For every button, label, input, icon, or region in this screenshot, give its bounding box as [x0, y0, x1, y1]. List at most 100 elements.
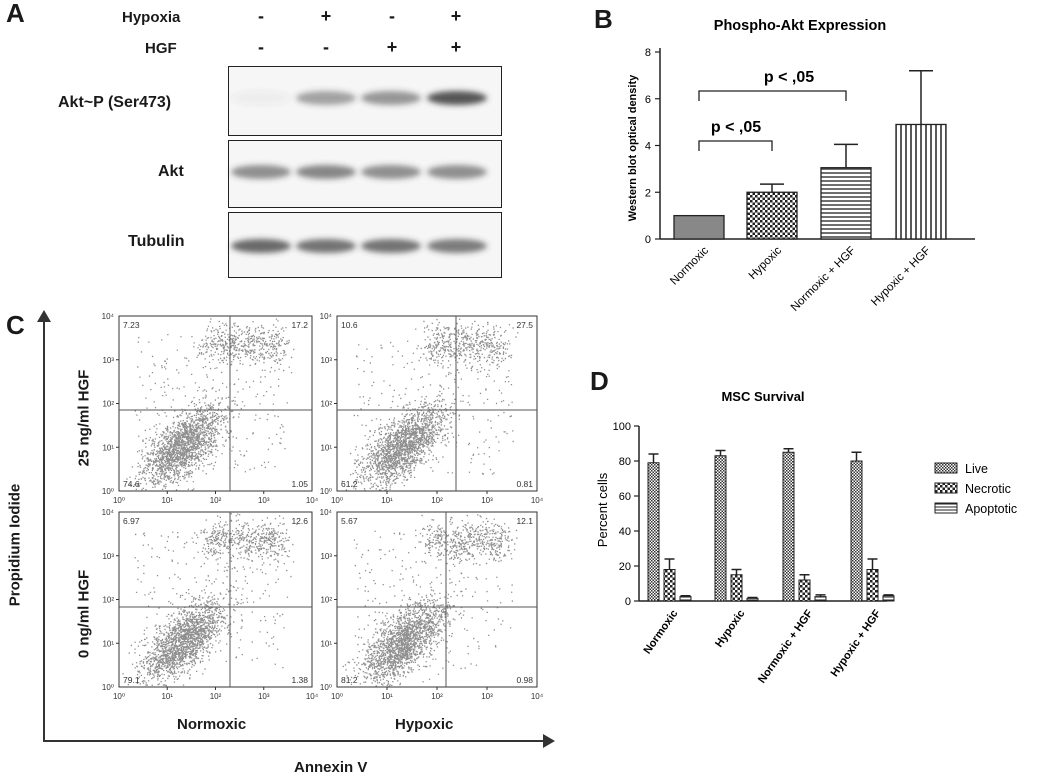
significance-label: p < ,05: [764, 69, 814, 86]
y-tick-label: 10⁴: [102, 508, 115, 517]
blot-bands: [231, 91, 487, 253]
band: [296, 239, 356, 253]
x-tick-label: Hypoxic + HGF: [869, 245, 933, 309]
y-tick-label: 10³: [320, 552, 332, 561]
blot-label-akt-p: Akt~P (Ser473): [58, 94, 172, 111]
y-tick-label: 10¹: [102, 639, 114, 648]
blot-label-akt: Akt: [158, 163, 184, 180]
quadrant-ul-value: 6.97: [123, 516, 140, 526]
hypoxia-sign: -: [258, 6, 264, 26]
legend-label: Apoptotic: [965, 502, 1017, 516]
bar: [714, 455, 727, 602]
chart-b-ylabel: Western blot optical density: [627, 74, 639, 221]
legend-label: Live: [965, 462, 988, 476]
hypoxia-sign: +: [320, 6, 332, 26]
y-tick-label: 10⁰: [102, 683, 114, 692]
bar: [814, 596, 827, 602]
hgf-sign: -: [258, 37, 264, 57]
y-tick-label: 10⁰: [320, 683, 332, 692]
x-tick-label: 10³: [481, 496, 493, 505]
x-tick-label: 10³: [258, 496, 270, 505]
x-tick-label: Normoxic: [642, 608, 681, 656]
y-arrow-line: [43, 316, 45, 741]
bar: [866, 569, 879, 602]
x-arrow-line: [43, 740, 543, 742]
significance-bracket: [698, 90, 847, 101]
band: [361, 165, 421, 179]
quadrant-ll-value: 61.2: [341, 479, 358, 489]
x-tick-label: Hypoxic + HGF: [829, 608, 884, 679]
y-tick-label: 10²: [102, 400, 114, 409]
band: [231, 91, 291, 105]
x-tick-label: 10²: [431, 496, 443, 505]
hgf-sign: +: [450, 37, 462, 57]
y-tick-label: 10²: [102, 596, 114, 605]
band: [427, 239, 487, 253]
x-tick-label: Normoxic: [668, 244, 711, 287]
plot-frame: [336, 315, 538, 492]
phospho-akt-chart: Phospho-Akt Expression Western blot opti…: [627, 18, 975, 314]
x-tick-label: Normoxic + HGF: [789, 245, 858, 314]
bar: [798, 579, 811, 602]
quadrant-lr-value: 0.81: [516, 479, 533, 489]
hypoxia-sign: +: [450, 6, 462, 26]
x-tick-label: 10²: [431, 692, 443, 701]
y-tick-label: 4: [645, 141, 651, 153]
legend-label: Necrotic: [965, 482, 1011, 496]
y-tick-label: 40: [619, 526, 631, 538]
x-tick-label: Normoxic + HGF: [756, 608, 816, 686]
x-tick-label: 10⁴: [306, 496, 319, 505]
hgf-sign: +: [386, 37, 398, 57]
quadrant-ur-value: 12.6: [291, 516, 308, 526]
bar: [673, 214, 725, 240]
band: [231, 239, 291, 253]
chart-b-title: Phospho-Akt Expression: [714, 18, 886, 34]
blot-label-tubulin: Tubulin: [128, 233, 185, 250]
legend-swatch: [934, 502, 958, 514]
x-tick-label: 10⁰: [331, 692, 343, 701]
x-tick-label: 10⁰: [331, 496, 343, 505]
x-tick-label: 10¹: [161, 496, 173, 505]
x-tick-label: 10⁴: [531, 692, 544, 701]
bar: [850, 460, 863, 602]
quadrant-ur-value: 27.5: [516, 320, 533, 330]
x-tick-label: 10¹: [161, 692, 173, 701]
scatter-points: [341, 318, 519, 491]
x-tick-label: 10⁴: [306, 692, 319, 701]
bar: [730, 574, 743, 602]
band: [361, 91, 421, 105]
panel-d-label: D: [590, 366, 609, 396]
y-tick-label: 10⁴: [320, 508, 333, 517]
significance-label: p < ,05: [711, 119, 761, 136]
y-tick-label: 10⁴: [320, 312, 333, 321]
quadrant-ul-value: 10.6: [341, 320, 358, 330]
flow-cytometry-plots: 7.23 17.274.6 1.0510⁰10⁰10¹10¹10²10²10³10³…: [102, 312, 544, 701]
x-tick-label: 10⁰: [113, 496, 125, 505]
band: [361, 239, 421, 253]
col-label-normoxic: Normoxic: [177, 716, 247, 733]
y-tick-label: 6: [645, 94, 651, 106]
quadrant-ur-value: 12.1: [516, 516, 533, 526]
y-tick-label: 100: [613, 421, 631, 433]
quadrant-lr-value: 0.98: [516, 675, 533, 685]
hypoxia-sign: -: [389, 6, 395, 26]
y-tick-label: 20: [619, 561, 631, 573]
panel-a-label: A: [6, 0, 25, 28]
y-tick-label: 8: [645, 47, 651, 59]
bar: [746, 597, 759, 602]
x-tick-label: 10³: [258, 692, 270, 701]
bar: [820, 167, 872, 240]
col-label-hypoxic: Hypoxic: [395, 716, 454, 733]
band: [427, 91, 487, 105]
hgf-label: HGF: [145, 40, 177, 57]
x-tick-label: 10¹: [381, 692, 393, 701]
y-tick-label: 0: [645, 234, 651, 246]
bar: [647, 462, 660, 602]
y-tick-label: 60: [619, 491, 631, 503]
y-tick-label: 10⁰: [320, 487, 332, 496]
bar: [895, 123, 947, 240]
y-tick-label: 10²: [320, 596, 332, 605]
